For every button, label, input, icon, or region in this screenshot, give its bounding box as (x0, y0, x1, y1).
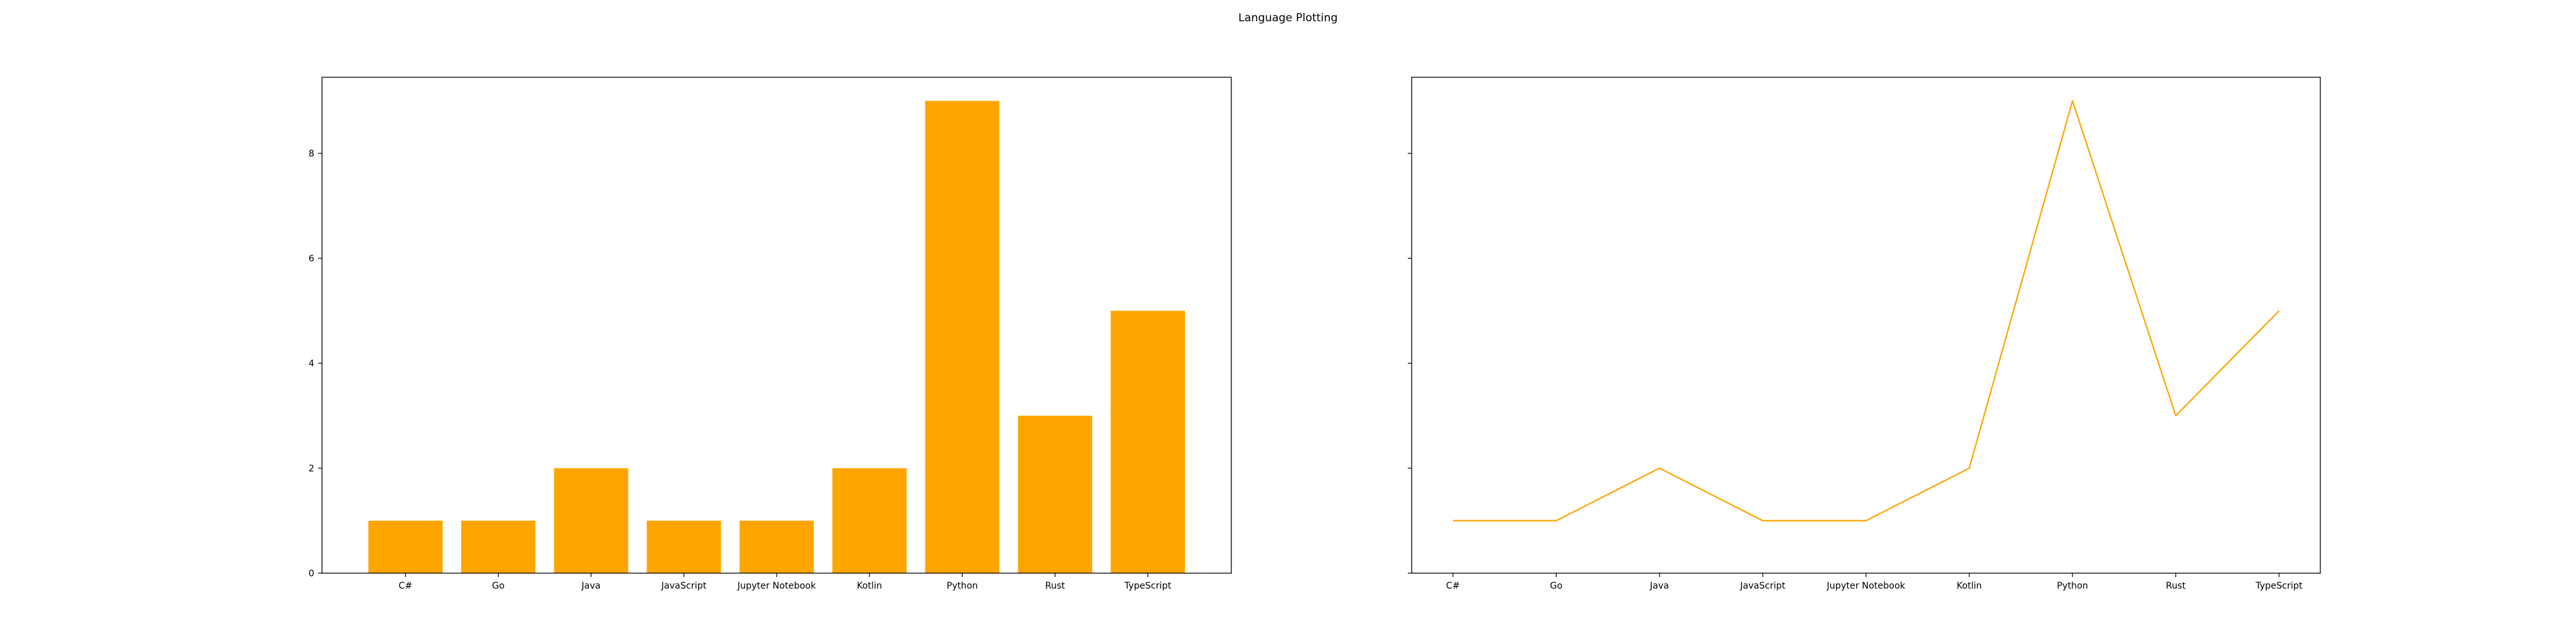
x-tick-label: TypeScript (1124, 581, 1171, 591)
x-tick-label: JavaScript (1739, 581, 1786, 591)
y-tick-label: 0 (308, 569, 314, 579)
x-tick-label: C# (1446, 581, 1460, 591)
bar-kotlin (832, 468, 907, 573)
y-tick-label: 6 (308, 254, 314, 264)
x-tick-label: C# (399, 581, 413, 591)
bar-jupyter-notebook (739, 520, 814, 573)
x-tick-label: Rust (1045, 581, 1065, 591)
x-tick-label: Java (1649, 581, 1669, 591)
bar-rust (1018, 415, 1092, 573)
x-tick-label: Python (947, 581, 978, 591)
x-tick-label: Python (2057, 581, 2088, 591)
x-tick-label: Go (1550, 581, 1562, 591)
figure-title: Language Plotting (1238, 12, 1338, 24)
bar-chart: C# Go Java JavaScript Jupyter Notebook Kotlin… (308, 77, 1232, 591)
y-tick-label: 8 (308, 149, 314, 159)
y-tick-label: 4 (308, 359, 314, 369)
x-tick-label: JavaScript (661, 581, 707, 591)
x-tick-label: Java (581, 581, 601, 591)
x-tick-label: Kotlin (857, 581, 882, 591)
x-tick-label: Jupyter Notebook (737, 581, 817, 591)
bar-javascript (647, 520, 721, 573)
bar-java (554, 468, 629, 573)
x-tick-label: Rust (2166, 581, 2186, 591)
x-tick-label: Jupyter Notebook (1826, 581, 1906, 591)
bar-python (925, 100, 999, 574)
bar-go (461, 520, 536, 573)
x-tick-label: Kotlin (1956, 581, 1982, 591)
bar-typescript (1110, 310, 1185, 573)
x-tick-label: Go (492, 581, 504, 591)
bar-c- (368, 520, 443, 573)
y-tick-label: 2 (308, 464, 314, 474)
line-chart: C# Go Java JavaScript Jupyter Notebook Kotlin… (1408, 77, 2321, 591)
x-tick-label: TypeScript (2255, 581, 2302, 591)
